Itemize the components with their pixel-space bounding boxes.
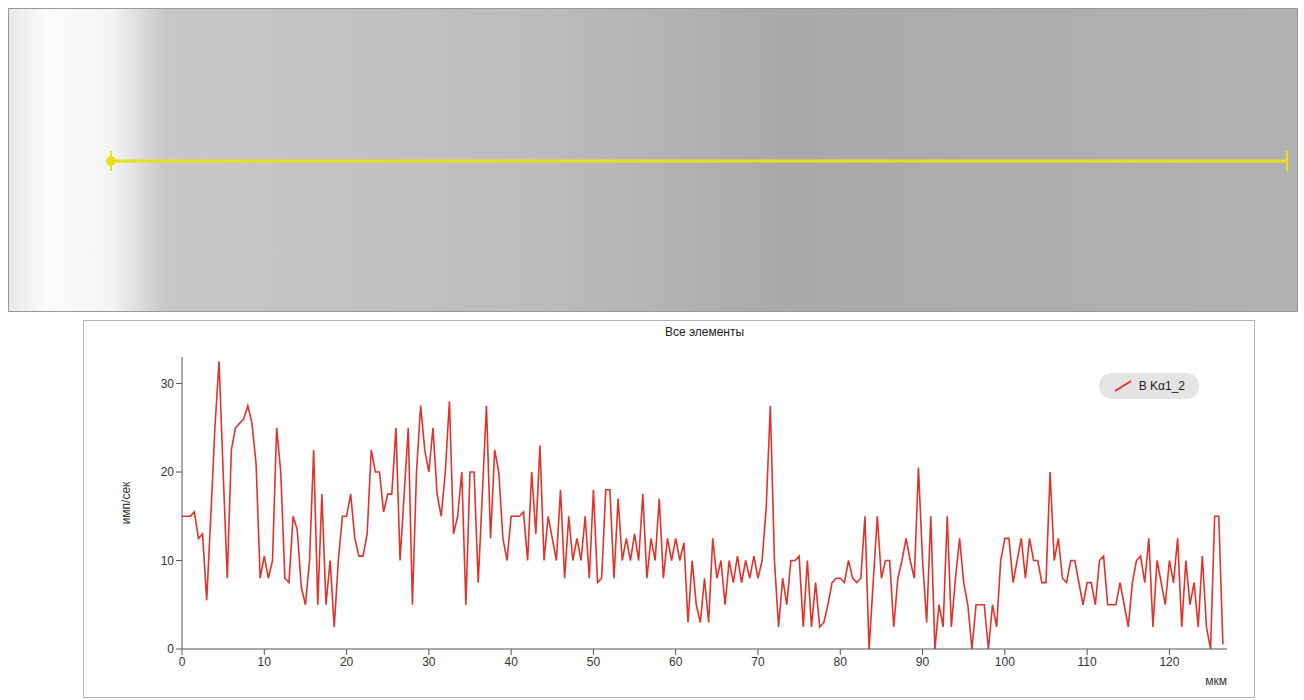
svg-text:мкм: мкм — [1205, 674, 1227, 688]
svg-text:90: 90 — [916, 655, 930, 669]
svg-text:0: 0 — [167, 642, 174, 656]
svg-text:80: 80 — [834, 655, 848, 669]
html-text:Все элементы: Все элементы — [664, 325, 745, 339]
svg-text:0: 0 — [179, 655, 186, 669]
svg-text:имп/сек: имп/сек — [119, 481, 133, 524]
svg-text:50: 50 — [587, 655, 601, 669]
svg-text:100: 100 — [995, 655, 1015, 669]
svg-text:60: 60 — [669, 655, 683, 669]
svg-text:20: 20 — [161, 465, 175, 479]
svg-text:40: 40 — [504, 655, 518, 669]
svg-text:20: 20 — [340, 655, 354, 669]
svg-text:10: 10 — [161, 554, 175, 568]
svg-text:30: 30 — [422, 655, 436, 669]
svg-text:70: 70 — [751, 655, 765, 669]
svg-text:10: 10 — [258, 655, 272, 669]
svg-text:30: 30 — [161, 377, 175, 391]
svg-text:110: 110 — [1078, 655, 1097, 669]
html-text:B Kα1_2: B Kα1_2 — [1138, 379, 1185, 393]
svg-text:120: 120 — [1159, 655, 1179, 669]
